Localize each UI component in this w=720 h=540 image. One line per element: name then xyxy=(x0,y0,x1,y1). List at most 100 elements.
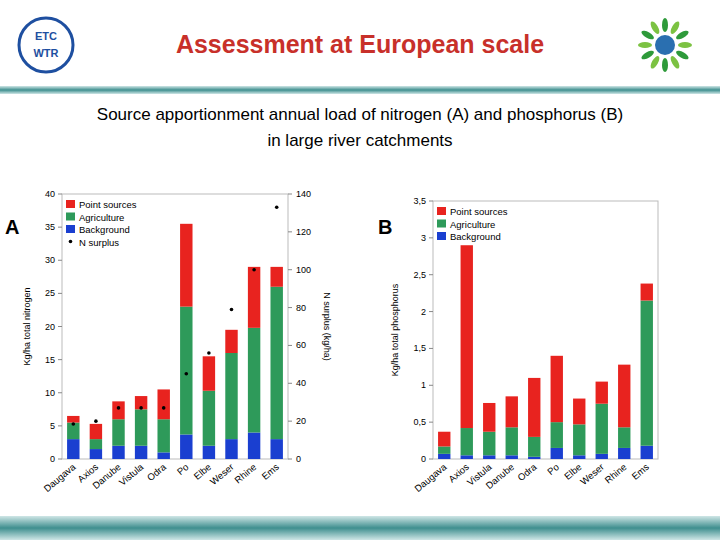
point xyxy=(275,205,279,209)
y-tick-label: 1 xyxy=(421,380,426,390)
point xyxy=(94,419,98,423)
logo-leaf xyxy=(678,42,692,48)
logo-leaf xyxy=(675,49,690,61)
legend-label: Agriculture xyxy=(79,212,124,223)
bar xyxy=(461,428,473,455)
bar xyxy=(135,446,147,459)
legend-swatch xyxy=(66,200,75,208)
y-tick-label: 0,5 xyxy=(413,417,426,427)
bar xyxy=(203,446,215,459)
bar xyxy=(225,330,237,353)
bar xyxy=(596,404,608,454)
plot-frame xyxy=(62,194,288,459)
bar xyxy=(180,434,192,459)
y-tick xyxy=(58,459,62,460)
bar xyxy=(112,419,124,446)
legend-label: Background xyxy=(79,224,130,235)
legend-label: Point sources xyxy=(79,199,137,210)
y2-tick-label: 60 xyxy=(296,340,306,350)
logo-leaf xyxy=(640,49,655,61)
point xyxy=(252,268,256,272)
logo-left xyxy=(19,18,73,72)
y2-tick-label: 120 xyxy=(296,227,311,237)
point xyxy=(72,422,76,426)
y2-tick-label: 80 xyxy=(296,303,306,313)
y2-tick xyxy=(288,383,292,384)
x-tick-label: Odra xyxy=(515,461,539,483)
bar xyxy=(67,439,79,459)
logo-text: ETC xyxy=(35,30,57,42)
logo-leaf xyxy=(649,20,661,35)
bar xyxy=(618,365,630,428)
header-bar xyxy=(0,86,720,94)
x-tick-label: Daugava xyxy=(412,461,449,494)
bar xyxy=(270,439,282,459)
legend: Point sourcesAgricultureBackground xyxy=(437,206,508,242)
y2-tick-label: 140 xyxy=(296,189,311,199)
x-tick-label: Daugava xyxy=(41,461,78,494)
bar xyxy=(641,446,653,459)
logo-leaf xyxy=(640,29,655,41)
y-tick xyxy=(58,293,62,294)
bar xyxy=(225,353,237,439)
bar xyxy=(483,403,495,432)
bar xyxy=(506,396,518,427)
title: Assessment at European scale xyxy=(176,30,544,58)
y2-tick xyxy=(288,231,292,232)
x-tick-label: Po xyxy=(175,461,191,477)
bar xyxy=(596,454,608,459)
bar xyxy=(461,455,473,459)
bar xyxy=(506,427,518,455)
y2-tick-label: 100 xyxy=(296,265,311,275)
y-tick-label: 30 xyxy=(45,255,55,265)
logo-leaf xyxy=(669,20,681,35)
logo-text: WTR xyxy=(33,47,58,59)
y-tick xyxy=(58,359,62,360)
logo-leaf xyxy=(669,55,681,70)
x-tick-label: Danube xyxy=(483,461,516,491)
bar xyxy=(225,439,237,459)
bar xyxy=(506,455,518,459)
bar xyxy=(438,432,450,447)
bar xyxy=(573,455,585,459)
legend-label: Agriculture xyxy=(450,219,495,230)
chart: 0510152025303540020406080100120140Kg/ha … xyxy=(22,189,332,494)
bar xyxy=(270,287,282,439)
y2-tick-label: 0 xyxy=(296,454,301,464)
bar xyxy=(438,454,450,459)
bar xyxy=(112,446,124,459)
bar xyxy=(248,328,260,433)
y-tick xyxy=(429,422,433,423)
bar xyxy=(135,396,147,409)
y-tick xyxy=(58,260,62,261)
bar xyxy=(483,432,495,456)
point xyxy=(117,406,121,410)
y2-tick xyxy=(288,194,292,195)
marks xyxy=(67,205,283,459)
y-tick-label: 5 xyxy=(50,421,55,431)
y-tick xyxy=(429,237,433,238)
x-tick-label: Ems xyxy=(629,461,651,482)
logo-leaf xyxy=(649,55,661,70)
bar xyxy=(573,399,585,425)
bar xyxy=(596,382,608,404)
x-tick-label: Weser xyxy=(578,461,606,487)
bar xyxy=(270,267,282,287)
bar xyxy=(112,401,124,419)
bar xyxy=(180,307,192,435)
logo-leaf xyxy=(675,29,690,41)
legend-label: Background xyxy=(450,231,501,242)
y-tick xyxy=(429,385,433,386)
y2-tick xyxy=(288,269,292,270)
y-tick xyxy=(429,459,433,460)
y-tick-label: 10 xyxy=(45,388,55,398)
x-tick-label: Po xyxy=(545,461,561,477)
bar xyxy=(135,409,147,445)
bar xyxy=(67,423,79,440)
y-axis-label: Kg/ha total phosphorus xyxy=(390,283,400,376)
y-tick xyxy=(429,348,433,349)
y-tick-label: 3,5 xyxy=(413,196,426,206)
bar xyxy=(203,356,215,390)
logo-core xyxy=(655,35,675,55)
y-tick xyxy=(58,425,62,426)
